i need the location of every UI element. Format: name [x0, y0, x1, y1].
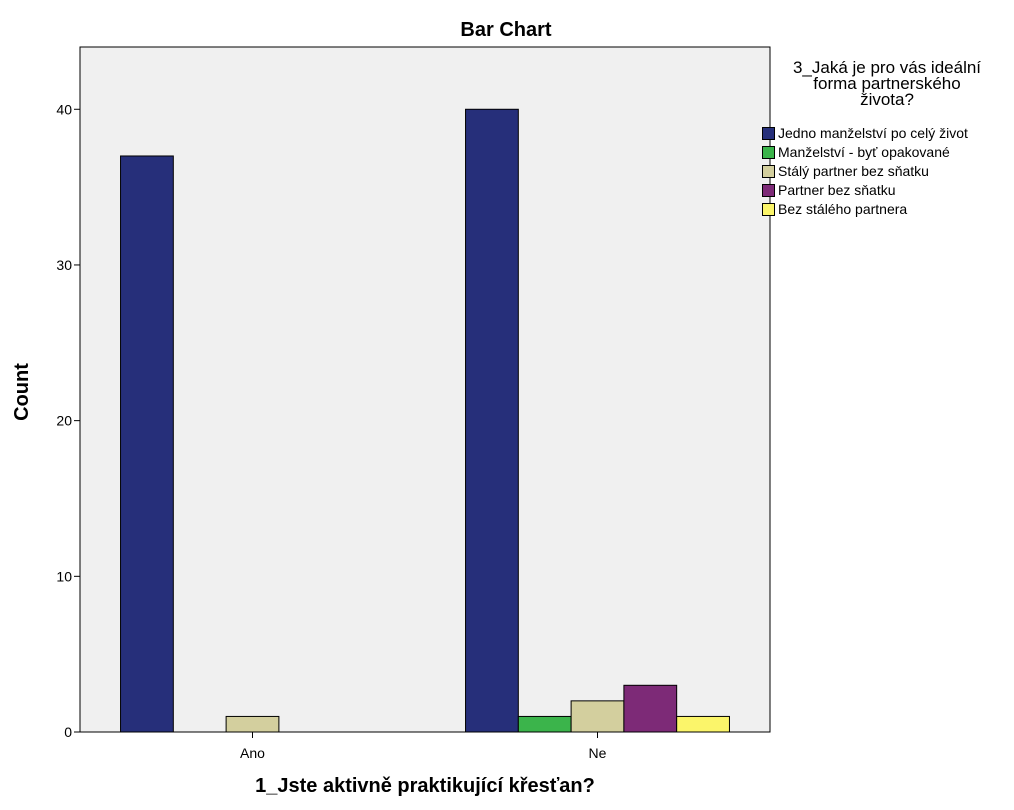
legend-title: 3_Jaká je pro vás ideální forma partners… [762, 58, 1012, 109]
y-axis: 0 10 20 30 40 [56, 101, 80, 740]
legend-item: Partner bez sňatku [762, 183, 1012, 197]
legend-swatch [762, 184, 775, 197]
legend-label: Jedno manželství po celý život [778, 125, 968, 141]
bar [225, 715, 280, 733]
legend-label: Partner bez sňatku [778, 182, 896, 198]
legend-swatch [762, 203, 775, 216]
x-tick-label: Ne [589, 745, 607, 761]
y-tick-label: 10 [56, 568, 72, 584]
bar [570, 700, 625, 733]
legend-title-line: 3_Jaká je pro vás ideální [792, 58, 982, 77]
legend-swatch [762, 165, 775, 178]
bar [465, 108, 519, 733]
plot-area [79, 46, 771, 733]
bar [517, 715, 572, 733]
legend-swatch [762, 146, 775, 159]
legend-label: Bez stálého partnera [778, 201, 908, 217]
bar [676, 715, 730, 733]
legend-item: Jedno manželství po celý život [762, 126, 1012, 140]
legend-item: Stálý partner bez sňatku [762, 164, 1012, 178]
legend-swatch [762, 127, 775, 140]
legend-items: Jedno manželství po celý život Manželství… [762, 126, 1012, 216]
bar [623, 684, 678, 733]
legend-title-line: forma partnerského [813, 74, 961, 93]
chart-title: Bar Chart [460, 19, 551, 41]
y-axis-label: Count [11, 363, 33, 421]
legend-item: Manželství - byť opakované [762, 145, 1012, 159]
bars [120, 108, 730, 733]
bar [120, 155, 174, 733]
legend-label: Stálý partner bez sňatku [778, 163, 929, 179]
y-tick-label: 30 [56, 257, 72, 273]
legend-item: Bez stálého partnera [762, 202, 1012, 216]
x-tick-label: Ano [240, 745, 265, 761]
x-axis: Ano Ne [240, 732, 607, 761]
x-axis-label: 1_Jste aktivně praktikující křesťan? [255, 775, 595, 797]
y-tick-label: 0 [64, 724, 72, 740]
legend-title-line: života? [860, 90, 914, 109]
y-tick-label: 40 [56, 101, 72, 117]
legend-label: Manželství - byť opakované [778, 144, 950, 160]
y-tick-label: 20 [56, 413, 72, 429]
legend: 3_Jaká je pro vás ideální forma partners… [762, 58, 1012, 221]
